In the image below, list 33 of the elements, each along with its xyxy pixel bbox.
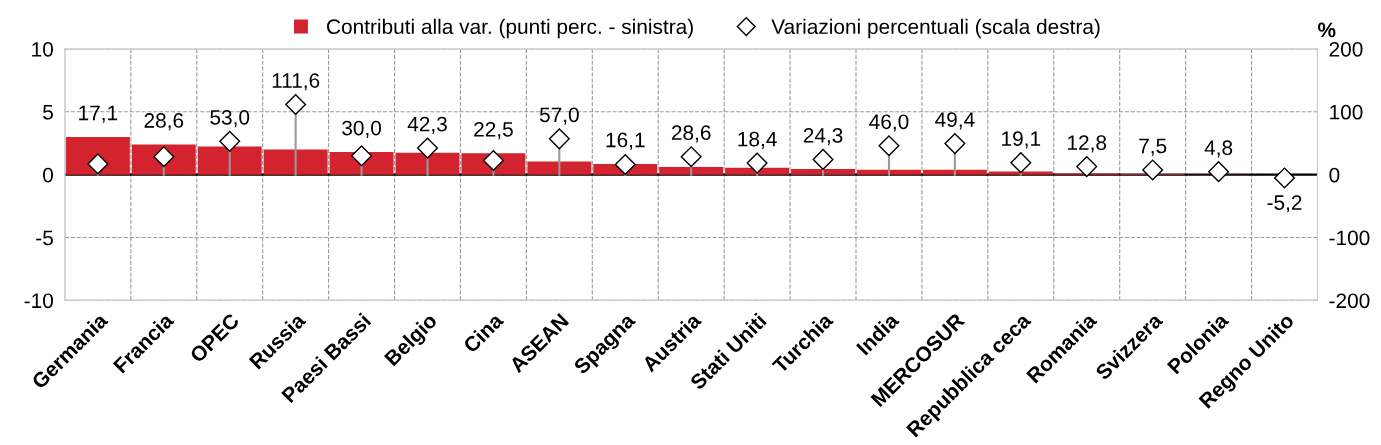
data-label: 7,5 bbox=[1139, 138, 1167, 156]
y2-axis-title: % bbox=[1317, 22, 1336, 38]
data-label: 18,4 bbox=[738, 131, 777, 149]
x-tick-label: Cina bbox=[462, 311, 505, 354]
data-label: 46,0 bbox=[869, 114, 909, 132]
data-label: 111,6 bbox=[272, 73, 320, 91]
data-label: 12,8 bbox=[1068, 135, 1107, 153]
legend-label: Variazioni percentuali (scala destra) bbox=[771, 18, 1100, 39]
y2-tick-label: 100 bbox=[1330, 104, 1363, 120]
legend-label: Contributi alla var. (punti perc. - sinistra) bbox=[327, 18, 693, 39]
y2-tick-label: 0 bbox=[1329, 167, 1340, 183]
data-label: 53,0 bbox=[210, 109, 250, 128]
y2-tick-label: -100 bbox=[1329, 230, 1370, 246]
data-label: 4,8 bbox=[1204, 140, 1233, 158]
y2-tick-label: 200 bbox=[1329, 41, 1363, 57]
y-tick-label: -10 bbox=[24, 293, 53, 309]
data-label: 57,0 bbox=[539, 107, 579, 125]
y-tick-label: 5 bbox=[43, 105, 53, 120]
data-label: 16,1 bbox=[606, 132, 645, 150]
data-label: 24,3 bbox=[803, 128, 843, 146]
y2-tick-label: -200 bbox=[1329, 293, 1370, 309]
data-label: 28,6 bbox=[144, 113, 184, 131]
data-label: 22,5 bbox=[474, 121, 513, 140]
data-label: 49,4 bbox=[935, 112, 975, 130]
data-label: -5,2 bbox=[1267, 195, 1302, 213]
data-label: 19,1 bbox=[1002, 131, 1041, 149]
y-tick-label: 10 bbox=[32, 41, 53, 57]
data-label: 17,1 bbox=[79, 105, 118, 123]
y-tick-label: -5 bbox=[36, 230, 53, 246]
y-tick-label: 0 bbox=[43, 167, 53, 183]
data-label: 42,3 bbox=[407, 116, 447, 134]
data-label: 30,0 bbox=[342, 120, 382, 138]
data-label: 28,6 bbox=[671, 125, 711, 143]
